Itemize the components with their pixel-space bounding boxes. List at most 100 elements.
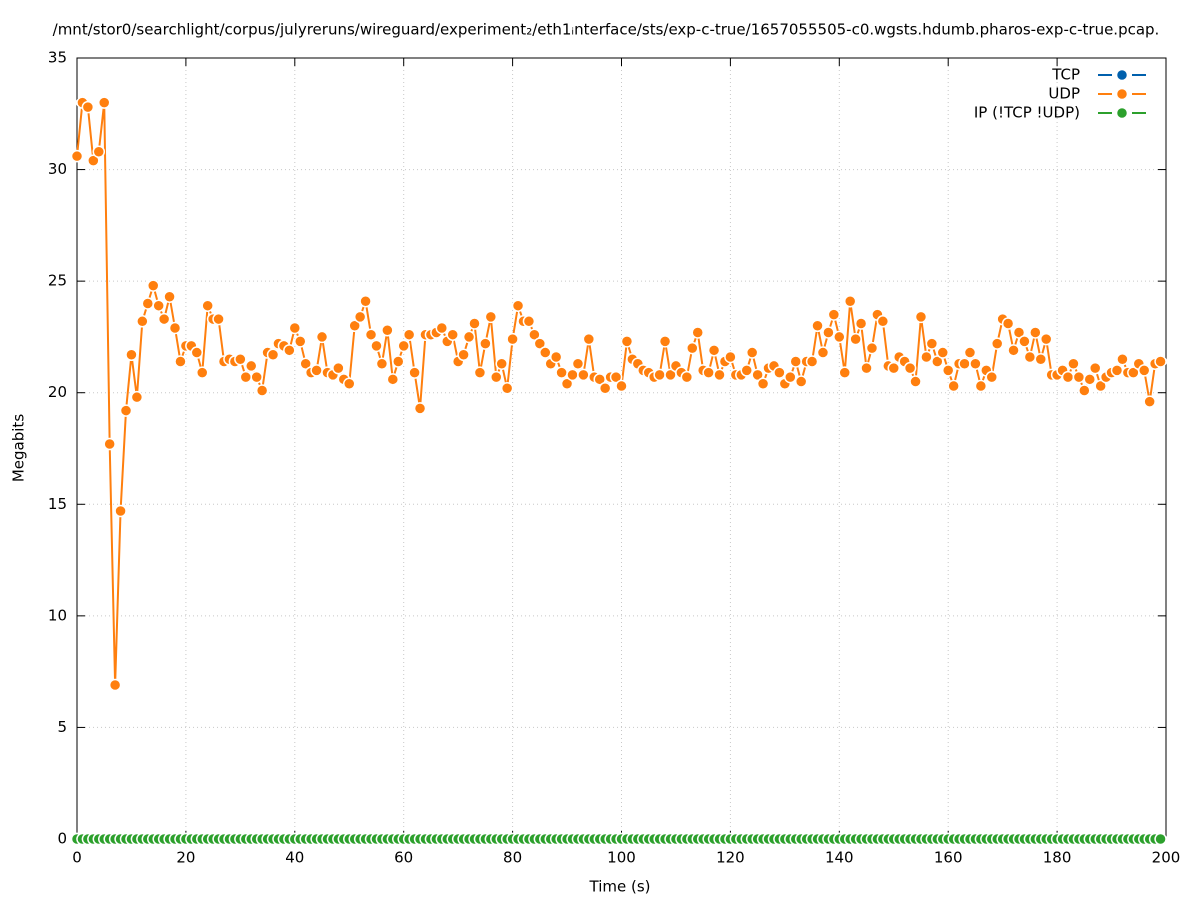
data-point xyxy=(1012,326,1026,339)
y-axis-label: Megabits xyxy=(10,414,28,482)
chart-title: /mnt/stor0/searchlight/corpus/julyreruns… xyxy=(53,21,1160,39)
data-point xyxy=(511,299,525,312)
data-point xyxy=(1007,344,1020,357)
data-point xyxy=(1001,317,1015,330)
x-tick-label: 180 xyxy=(1043,849,1072,867)
data-point xyxy=(506,332,519,346)
data-point xyxy=(239,370,253,384)
data-point xyxy=(1083,373,1097,386)
data-point xyxy=(288,321,302,335)
data-point xyxy=(658,335,672,348)
data-point xyxy=(811,319,824,333)
data-point xyxy=(1034,352,1048,366)
data-point xyxy=(920,350,933,364)
x-tick-label: 200 xyxy=(1152,849,1181,867)
data-point xyxy=(1067,357,1080,370)
data-point xyxy=(353,310,367,324)
data-point xyxy=(1029,326,1042,339)
data-point xyxy=(985,370,999,384)
data-point xyxy=(250,370,263,384)
data-point xyxy=(1061,370,1075,384)
data-point xyxy=(87,154,100,167)
data-point xyxy=(941,364,955,377)
data-point xyxy=(125,348,138,362)
data-point xyxy=(555,366,568,379)
data-point xyxy=(789,355,802,368)
data-point xyxy=(381,323,394,337)
data-point xyxy=(582,332,596,346)
data-point xyxy=(484,310,498,324)
data-point xyxy=(838,366,851,379)
data-point xyxy=(343,377,356,391)
data-point xyxy=(81,100,95,114)
data-point xyxy=(577,368,590,382)
data-point xyxy=(560,377,574,391)
data-point xyxy=(332,361,345,375)
y-tick-label: 0 xyxy=(57,830,67,848)
legend-marker xyxy=(1115,87,1129,101)
data-point xyxy=(446,328,459,341)
data-point xyxy=(1094,379,1107,393)
data-point xyxy=(816,346,830,359)
data-point xyxy=(386,373,400,386)
data-point xyxy=(773,366,786,379)
legend-label: TCP xyxy=(1051,66,1080,84)
data-point xyxy=(1039,332,1053,346)
data-point xyxy=(843,294,857,308)
data-point xyxy=(190,346,204,359)
data-point xyxy=(794,375,808,388)
data-point xyxy=(146,279,160,292)
data-point xyxy=(1023,350,1037,364)
data-point xyxy=(1143,395,1156,408)
data-point xyxy=(969,357,982,370)
data-point xyxy=(854,317,868,330)
data-point xyxy=(539,346,552,359)
data-point xyxy=(457,348,470,362)
data-point xyxy=(990,337,1004,350)
data-point xyxy=(413,402,427,415)
data-point xyxy=(745,346,759,359)
x-tick-label: 120 xyxy=(716,849,745,867)
y-tick-label: 15 xyxy=(48,495,67,513)
data-point xyxy=(963,346,977,359)
data-point xyxy=(740,364,753,377)
data-point xyxy=(468,317,481,330)
data-point xyxy=(1072,370,1086,384)
x-tick-label: 40 xyxy=(285,849,304,867)
data-point xyxy=(92,145,106,158)
data-point xyxy=(293,335,307,348)
data-point xyxy=(152,299,165,312)
data-point xyxy=(119,404,133,417)
data-point xyxy=(462,330,476,344)
data-point xyxy=(876,315,890,328)
data-point xyxy=(375,357,389,370)
data-point xyxy=(865,341,879,355)
data-point xyxy=(136,315,149,328)
data-point xyxy=(549,350,563,364)
series xyxy=(70,96,1167,692)
data-point xyxy=(114,504,127,518)
data-point xyxy=(566,368,579,382)
y-tick-label: 35 xyxy=(48,49,67,67)
data-point xyxy=(925,337,939,350)
data-point xyxy=(860,361,873,375)
data-point xyxy=(833,330,846,344)
data-point xyxy=(1088,361,1102,375)
data-point xyxy=(887,361,900,375)
legend-marker xyxy=(1115,106,1129,120)
data-point xyxy=(974,379,988,393)
data-point xyxy=(691,326,704,339)
data-point xyxy=(724,350,737,364)
data-point xyxy=(299,357,312,370)
data-point xyxy=(931,355,944,368)
data-point xyxy=(402,328,416,341)
data-point xyxy=(435,321,449,335)
data-point xyxy=(163,290,176,304)
y-tick-label: 30 xyxy=(48,160,67,178)
data-point xyxy=(70,149,84,163)
data-point xyxy=(1018,335,1031,348)
x-tick-label: 160 xyxy=(934,849,963,867)
data-point xyxy=(822,326,835,339)
data-point xyxy=(936,346,950,359)
